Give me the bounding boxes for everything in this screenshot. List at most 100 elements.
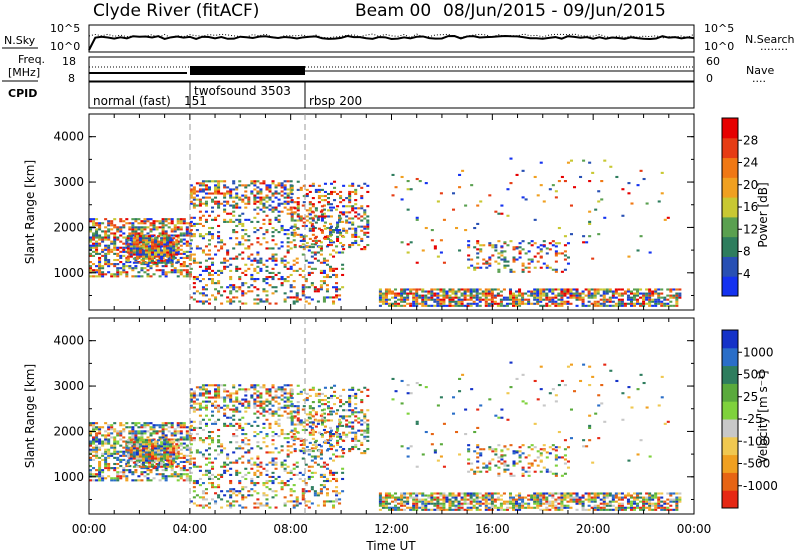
power-cell bbox=[629, 300, 633, 303]
velocity-cell bbox=[304, 504, 308, 507]
power-cell bbox=[328, 267, 333, 270]
power-cell bbox=[551, 298, 555, 301]
power-cell bbox=[289, 265, 293, 268]
velocity-cell bbox=[232, 488, 236, 491]
velocity-cell bbox=[220, 443, 224, 446]
velocity-cell bbox=[457, 506, 461, 509]
velocity-cell bbox=[116, 473, 120, 476]
power-cell bbox=[322, 282, 326, 285]
power-cell bbox=[648, 288, 652, 291]
power-cell bbox=[412, 294, 416, 297]
velocity-cell bbox=[472, 504, 476, 507]
power-cell bbox=[188, 222, 192, 225]
power-cell bbox=[259, 200, 263, 203]
power-cell bbox=[454, 302, 458, 305]
power-cell bbox=[648, 251, 652, 254]
velocity-cell bbox=[454, 494, 458, 497]
velocity-cell bbox=[95, 434, 99, 437]
power-cell bbox=[508, 292, 512, 295]
power-cell bbox=[678, 296, 682, 299]
velocity-cell bbox=[305, 396, 309, 400]
power-cell bbox=[176, 228, 180, 231]
power-cell bbox=[539, 290, 543, 293]
velocity-cell bbox=[157, 459, 161, 462]
power-cell bbox=[521, 264, 525, 267]
power-cell bbox=[360, 229, 364, 232]
power-cell bbox=[244, 186, 248, 189]
power-cell bbox=[265, 206, 269, 209]
power-cell bbox=[229, 204, 233, 207]
power-cell bbox=[250, 220, 254, 223]
velocity-cell bbox=[316, 463, 320, 466]
power-cell bbox=[421, 304, 425, 307]
velocity-cell bbox=[192, 410, 196, 413]
power-cell bbox=[496, 304, 500, 307]
power-cell bbox=[421, 302, 425, 305]
power-cell bbox=[569, 288, 573, 291]
velocity-cell bbox=[296, 411, 300, 414]
noise-sky-line bbox=[88, 35, 695, 51]
power-cell bbox=[554, 196, 558, 199]
power-cell bbox=[621, 214, 625, 217]
power-cell bbox=[175, 253, 179, 256]
power-cell bbox=[223, 290, 227, 293]
velocity-cell bbox=[310, 465, 314, 468]
velocity-cell bbox=[146, 436, 150, 439]
power-cell bbox=[204, 180, 208, 183]
power-cell bbox=[587, 288, 591, 291]
power-cell bbox=[283, 202, 287, 205]
power-cell bbox=[305, 219, 309, 222]
power-cell bbox=[319, 241, 323, 244]
power-cell bbox=[253, 302, 257, 305]
power-cell bbox=[185, 269, 189, 272]
power-cell bbox=[271, 192, 275, 195]
power-cell bbox=[511, 304, 516, 307]
velocity-cell bbox=[415, 496, 419, 499]
velocity-cell bbox=[271, 496, 275, 499]
velocity-cell bbox=[469, 500, 473, 503]
velocity-cell bbox=[345, 423, 349, 426]
power-cell bbox=[328, 226, 333, 230]
velocity-cell bbox=[265, 498, 269, 501]
power-cell bbox=[336, 237, 340, 240]
velocity-cell bbox=[179, 460, 183, 464]
velocity-cell bbox=[126, 449, 130, 452]
power-cell bbox=[146, 242, 150, 245]
velocity-cell bbox=[283, 504, 287, 507]
velocity-cell bbox=[314, 411, 318, 414]
velocity-cell bbox=[478, 492, 482, 495]
velocity-cell bbox=[143, 432, 147, 435]
power-cell bbox=[179, 232, 183, 235]
velocity-cell bbox=[107, 465, 111, 468]
velocity-cell bbox=[169, 449, 173, 452]
power-cell bbox=[651, 292, 655, 295]
power-cell bbox=[620, 294, 624, 297]
power-cell bbox=[317, 201, 321, 204]
power-cell bbox=[158, 222, 162, 225]
velocity-cell bbox=[317, 419, 321, 422]
power-cell bbox=[311, 197, 315, 200]
power-cell bbox=[304, 278, 308, 281]
power-cell bbox=[360, 194, 364, 198]
power-cell bbox=[223, 194, 227, 197]
velocity-cell bbox=[397, 496, 401, 499]
power-cell bbox=[211, 280, 215, 283]
power-cell bbox=[472, 288, 476, 291]
power-cell bbox=[311, 217, 315, 220]
power-cell bbox=[253, 259, 257, 262]
velocity-cell bbox=[256, 465, 260, 468]
power-cell bbox=[277, 247, 281, 250]
velocity-cell bbox=[351, 431, 355, 434]
power-cell bbox=[290, 201, 294, 204]
power-cell bbox=[314, 215, 318, 218]
power-cell bbox=[283, 196, 287, 199]
velocity-cell bbox=[241, 498, 245, 501]
velocity-cell bbox=[299, 390, 303, 393]
power-cell bbox=[354, 192, 358, 196]
velocity-cell bbox=[274, 490, 278, 493]
power-cell bbox=[322, 257, 326, 260]
velocity-cell bbox=[286, 455, 290, 458]
power-cell bbox=[262, 222, 266, 225]
power-cell bbox=[286, 249, 290, 252]
power-cell bbox=[335, 208, 339, 211]
